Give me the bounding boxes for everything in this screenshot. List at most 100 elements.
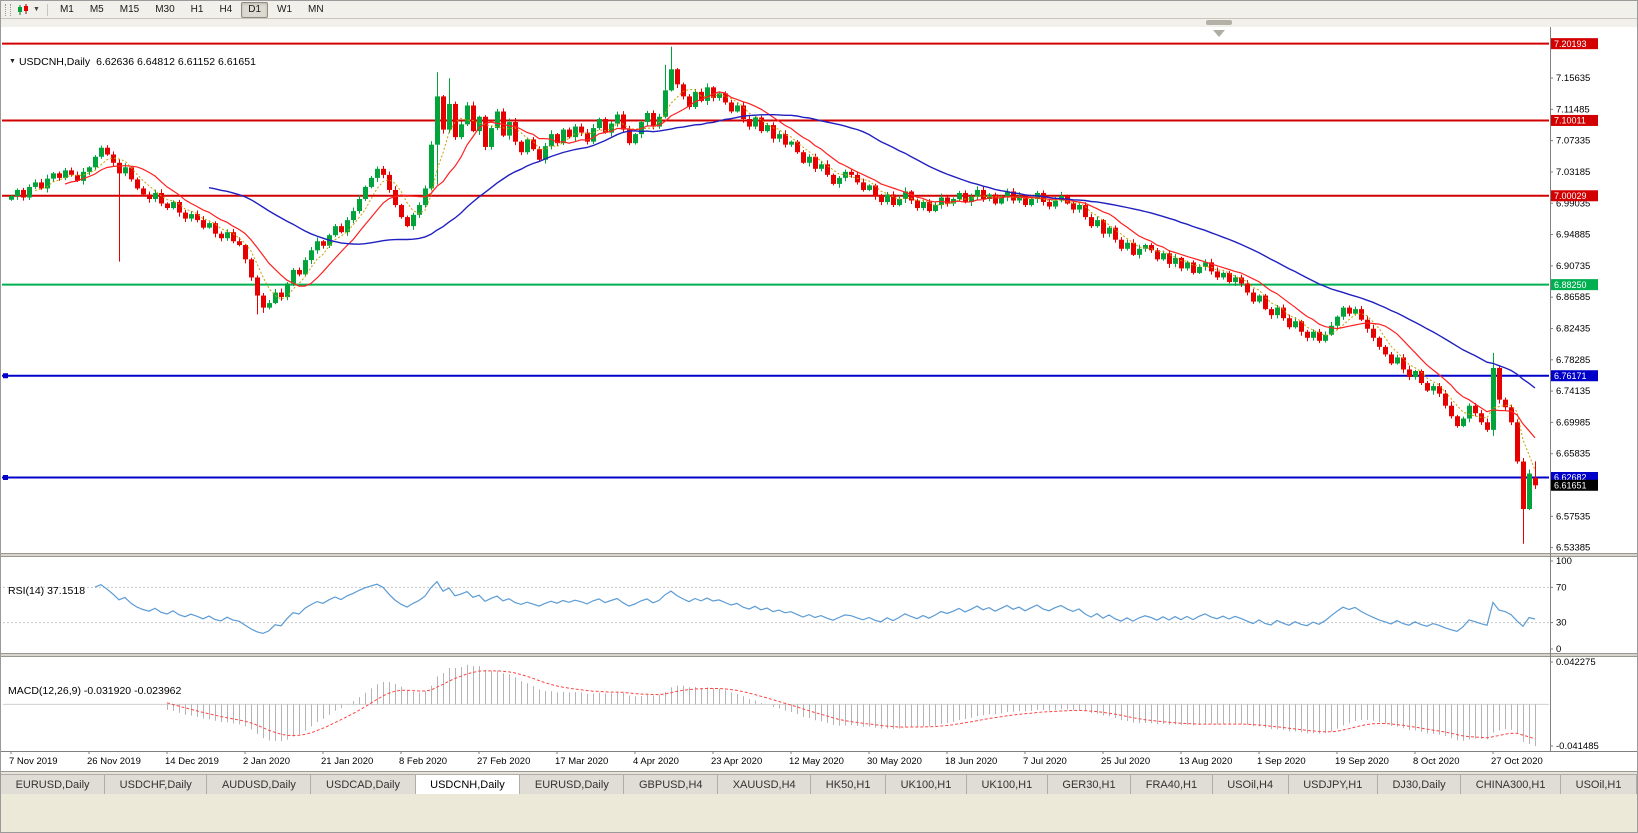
level-price-tag-text: 6.62682 (1554, 473, 1587, 483)
level-price-tag-text: 7.20193 (1554, 39, 1587, 49)
chart-tab-USDCNH-Daily[interactable]: USDCNH,Daily (414, 774, 521, 794)
timeframe-button-W1[interactable]: W1 (277, 3, 293, 15)
chart-tab-DJ30-Daily[interactable]: DJ30,Daily (1376, 774, 1462, 794)
rsi-panel: 100 70 30 0 (3, 556, 1572, 655)
price-axis-label: 7.15635 (1556, 73, 1590, 84)
panel-divider[interactable] (1, 653, 1638, 657)
chart-tab-EURUSD-Daily[interactable]: EURUSD,Daily (1, 774, 106, 794)
date-axis: 7 Nov 2019 26 Nov 2019 14 Dec 2019 2 Jan 20… (9, 751, 1543, 767)
chart-tab-USOil-H1[interactable]: USOil,H1 (1560, 774, 1637, 794)
level-price-tag-text: 7.00029 (1554, 191, 1587, 201)
timeframe-button-M30[interactable]: M30 (155, 3, 175, 15)
panel-divider[interactable] (1, 553, 1638, 557)
date-axis-label: 2 Jan 2020 (243, 756, 290, 767)
date-axis-label: 12 May 2020 (789, 756, 844, 767)
level-price-tag-text: 6.76171 (1554, 371, 1587, 381)
rsi-indicator-label: RSI(14) 37.1518 (8, 585, 86, 597)
date-axis-label: 7 Nov 2019 (9, 756, 58, 767)
timeframe-toolbar: ▼ M1 M5 M15 M30 H1 H4 D1 W1 MN (1, 1, 1637, 19)
chart-tab-USDJPY-H1[interactable]: USDJPY,H1 (1287, 774, 1378, 794)
chart-tab-UK100-H1[interactable]: UK100,H1 (885, 774, 967, 794)
window-background (1, 794, 1637, 832)
price-axis-label: 6.90735 (1556, 261, 1590, 272)
chart-tab-USDCHF-Daily[interactable]: USDCHF,Daily (104, 774, 208, 794)
macd-axis-max-label: 0.042275 (1556, 657, 1596, 668)
date-axis-label: 4 Apr 2020 (633, 756, 679, 767)
date-axis-label: 17 Mar 2020 (555, 756, 608, 767)
rsi-axis-label: 0 (1556, 644, 1561, 655)
level-line-handle[interactable] (3, 373, 8, 379)
price-axis: 7.15635 7.11485 7.07335 7.03185 6.99035 6.948… (1550, 73, 1590, 554)
chart-tabs-bar: EURUSD,Daily USDCHF,Daily AUDUSD,Daily USDC… (1, 771, 1637, 794)
chart-tab-HK50-H1[interactable]: HK50,H1 (810, 774, 887, 794)
date-axis-label: 23 Apr 2020 (711, 756, 762, 767)
chart-type-dropdown-button[interactable]: ▼ (14, 2, 43, 17)
chart-tab-UK100-H1[interactable]: UK100,H1 (965, 774, 1048, 794)
level-price-tag (1551, 38, 1598, 50)
chart-tab-AUDUSD-Daily[interactable]: AUDUSD,Daily (206, 774, 312, 794)
chart-tab-XAUUSD-H4[interactable]: XAUUSD,H4 (717, 774, 812, 794)
date-axis-label: 21 Jan 2020 (321, 756, 373, 767)
date-axis-label: 1 Sep 2020 (1257, 756, 1306, 767)
chart-tab-USDCAD-Daily[interactable]: USDCAD,Daily (310, 774, 416, 794)
price-axis-label: 6.82435 (1556, 323, 1590, 334)
date-axis-label: 8 Feb 2020 (399, 756, 447, 767)
level-price-tag (1551, 114, 1598, 126)
level-price-tag-text: 7.10011 (1554, 116, 1586, 126)
chart-canvas[interactable]: 7.15635 7.11485 7.07335 7.03185 6.99035 6.948… (1, 27, 1638, 771)
timeframe-button-M5[interactable]: M5 (89, 3, 104, 15)
toolbar-grip[interactable] (5, 3, 11, 16)
date-axis-label: 8 Oct 2020 (1413, 756, 1459, 767)
price-axis-label: 6.78285 (1556, 355, 1590, 366)
macd-indicator-label: MACD(12,26,9) -0.031920 -0.023962 (8, 685, 182, 697)
date-axis-label: 30 May 2020 (867, 756, 922, 767)
price-axis-label: 6.94885 (1556, 230, 1590, 241)
chart-tab-EURUSD-Daily[interactable]: EURUSD,Daily (519, 774, 625, 794)
price-axis-label: 6.69985 (1556, 417, 1590, 428)
timeframe-button-M15[interactable]: M15 (119, 3, 140, 15)
date-axis-label: 26 Nov 2019 (87, 756, 141, 767)
toolbar-separator (46, 3, 48, 16)
chart-tab-GER30-H1[interactable]: GER30,H1 (1046, 774, 1132, 794)
chart-window: 7.15635 7.11485 7.07335 7.03185 6.99035 6.948… (1, 27, 1638, 771)
rsi-line (94, 580, 1536, 635)
price-axis-label: 7.07335 (1556, 136, 1590, 147)
level-price-tag (1551, 471, 1598, 483)
timeframe-button-MN[interactable]: MN (308, 3, 324, 15)
chart-tab-GBPUSD-H4[interactable]: GBPUSD,H4 (623, 774, 719, 794)
chart-shift-marker[interactable] (1213, 30, 1225, 37)
chart-title: ▼ USDCNH,Daily 6.62636 6.64812 6.61152 6.6… (9, 56, 256, 68)
ma-fast-line (64, 91, 1536, 439)
macd-signal-line (166, 670, 1536, 740)
price-axis-label: 6.57535 (1556, 511, 1590, 522)
timeframe-button-M1[interactable]: M1 (59, 3, 74, 15)
chart-tab-USOil-H4[interactable]: USOil,H4 (1211, 774, 1289, 794)
current-price-tag (1551, 479, 1598, 491)
macd-panel: 0.042275 -0.041485 (3, 657, 1599, 752)
timeframe-button-H4[interactable]: H4 (219, 3, 233, 15)
price-axis-label: 7.11485 (1556, 104, 1590, 115)
chart-tab-CHINA300-H1[interactable]: CHINA300,H1 (1460, 774, 1562, 794)
chart-scrollbar-thumb[interactable] (1206, 20, 1232, 25)
date-axis-label: 25 Jul 2020 (1101, 756, 1150, 767)
rsi-axis-label: 70 (1556, 582, 1567, 593)
chart-background (1, 27, 1637, 771)
chart-ohlc-values: 6.62636 6.64812 6.61152 6.61651 (96, 56, 256, 68)
timeframe-button-H1[interactable]: H1 (190, 3, 204, 15)
current-price-tag-text: 6.61651 (1554, 480, 1587, 490)
price-axis-label: 6.74135 (1556, 386, 1590, 397)
chart-title-dropdown-icon[interactable]: ▼ (9, 58, 16, 65)
date-axis-label: 18 Jun 2020 (945, 756, 997, 767)
rsi-axis-label: 30 (1556, 618, 1567, 629)
ma-slow-line (208, 114, 1536, 389)
timeframe-button-D1[interactable]: D1 (241, 1, 269, 18)
candlestick-chart-icon (18, 3, 28, 15)
date-axis-label: 19 Sep 2020 (1335, 756, 1389, 767)
price-axis-label: 6.65835 (1556, 449, 1590, 460)
price-axis-label: 6.53385 (1556, 543, 1590, 554)
chart-tab-FRA40-H1[interactable]: FRA40,H1 (1130, 774, 1213, 794)
macd-axis-min-label: -0.041485 (1556, 741, 1599, 752)
date-axis-label: 13 Aug 2020 (1179, 756, 1232, 767)
level-line-handle[interactable] (3, 474, 8, 480)
